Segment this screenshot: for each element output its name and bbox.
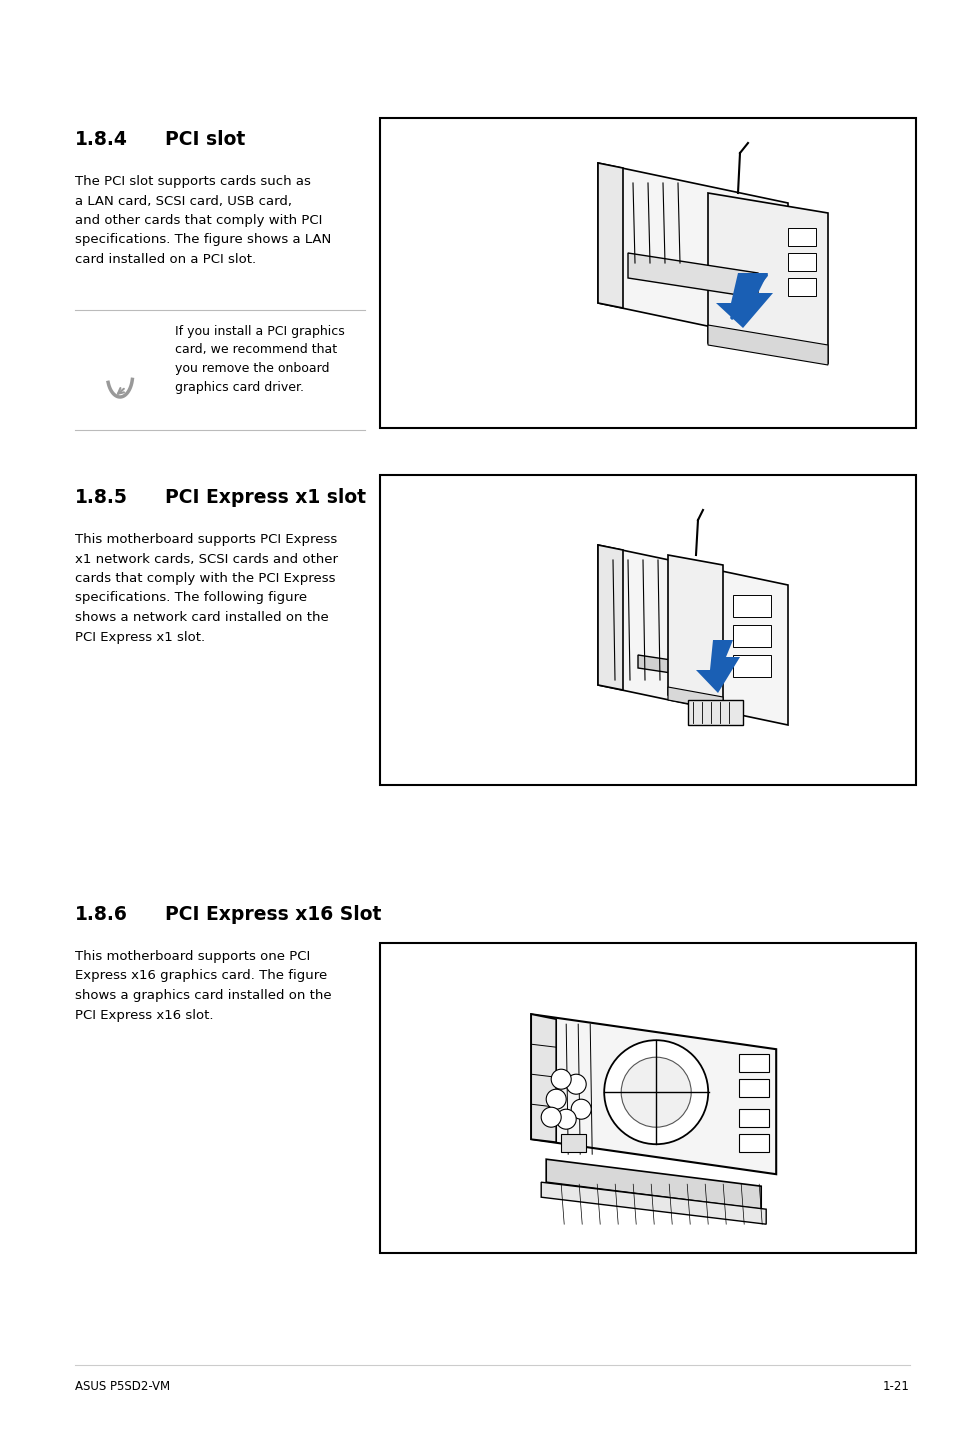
Polygon shape	[546, 1159, 760, 1209]
Text: This motherboard supports PCI Express
x1 network cards, SCSI cards and other
car: This motherboard supports PCI Express x1…	[75, 533, 337, 643]
Circle shape	[603, 1040, 707, 1145]
Polygon shape	[598, 162, 622, 308]
Text: 1.8.4: 1.8.4	[75, 129, 128, 150]
Bar	[732, 654, 770, 677]
Bar	[560, 1135, 585, 1152]
Bar	[732, 595, 770, 617]
Polygon shape	[627, 253, 758, 298]
Bar	[379, 943, 915, 1252]
Bar	[787, 229, 815, 246]
Text: 1.8.6: 1.8.6	[75, 905, 128, 925]
Polygon shape	[716, 273, 772, 328]
Text: The PCI slot supports cards such as
a LAN card, SCSI card, USB card,
and other c: The PCI slot supports cards such as a LA…	[75, 175, 331, 266]
Polygon shape	[696, 640, 740, 693]
Circle shape	[540, 1107, 560, 1127]
Text: PCI slot: PCI slot	[165, 129, 245, 150]
Circle shape	[566, 1074, 585, 1094]
Text: If you install a PCI graphics
card, we recommend that
you remove the onboard
gra: If you install a PCI graphics card, we r…	[174, 325, 344, 394]
Polygon shape	[598, 545, 787, 725]
Polygon shape	[667, 555, 722, 705]
Bar	[687, 700, 742, 725]
Polygon shape	[598, 162, 787, 344]
Circle shape	[620, 1057, 691, 1127]
Bar	[739, 1054, 768, 1073]
Bar	[739, 1109, 768, 1127]
Bar	[787, 278, 815, 296]
Circle shape	[551, 1070, 571, 1089]
Text: 1.8.5: 1.8.5	[75, 487, 128, 508]
Polygon shape	[531, 1014, 776, 1175]
Text: 1-21: 1-21	[882, 1380, 909, 1393]
Circle shape	[556, 1109, 576, 1129]
Bar	[379, 475, 915, 785]
Polygon shape	[598, 545, 622, 690]
Polygon shape	[540, 1182, 765, 1224]
Bar	[787, 253, 815, 270]
Circle shape	[546, 1089, 566, 1109]
Bar	[379, 118, 915, 429]
Polygon shape	[707, 325, 827, 365]
Text: This motherboard supports one PCI
Express x16 graphics card. The figure
shows a : This motherboard supports one PCI Expres…	[75, 951, 332, 1021]
Text: ASUS P5SD2-VM: ASUS P5SD2-VM	[75, 1380, 170, 1393]
Polygon shape	[667, 687, 722, 710]
Bar	[739, 1135, 768, 1152]
Bar	[732, 626, 770, 647]
Circle shape	[571, 1099, 591, 1119]
Polygon shape	[707, 193, 827, 362]
Polygon shape	[638, 654, 718, 680]
Bar	[739, 1078, 768, 1097]
Polygon shape	[531, 1014, 556, 1142]
Text: PCI Express x1 slot: PCI Express x1 slot	[165, 487, 366, 508]
Text: PCI Express x16 Slot: PCI Express x16 Slot	[165, 905, 381, 925]
